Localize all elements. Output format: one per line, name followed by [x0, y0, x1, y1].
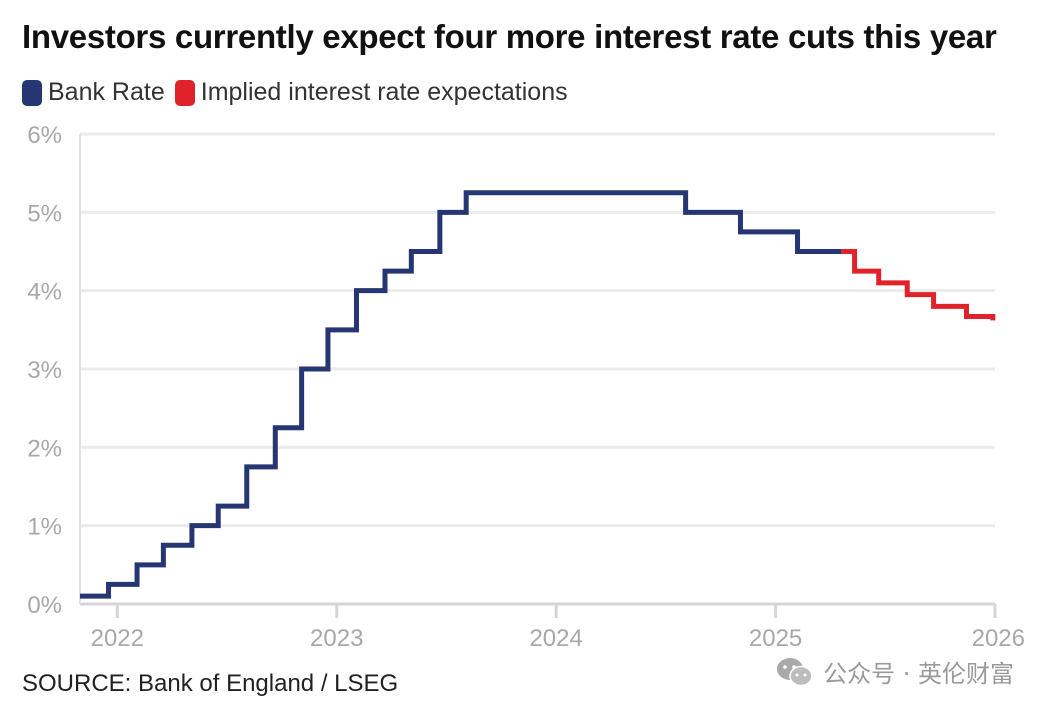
y-axis-labels: 0% 1% 2% 3% 4% 5% 6% [27, 122, 62, 619]
y-tick-label: 2% [27, 435, 62, 462]
x-tick-label: 2023 [310, 625, 363, 652]
y-tick-label: 3% [27, 357, 62, 384]
x-tick-label: 2026 [972, 625, 1025, 652]
legend-item-bank-rate: Bank Rate [22, 78, 165, 107]
y-tick-label: 5% [27, 200, 62, 227]
chart-title: Investors currently expect four more int… [22, 18, 997, 55]
y-tick-label: 1% [27, 514, 62, 541]
series-line-bank-rate [80, 190, 842, 599]
y-tick-label: 6% [27, 122, 62, 149]
x-tick-label: 2024 [529, 625, 582, 652]
gridlines [79, 132, 995, 606]
legend-swatch-bank-rate [22, 79, 42, 106]
chart-legend: Bank Rate Implied interest rate expectat… [22, 78, 578, 107]
source-note: SOURCE: Bank of England / LSEG [22, 670, 399, 697]
legend-item-implied-rate: Implied interest rate expectations [174, 78, 568, 107]
watermark-text: 公众号 · 英伦财富 [823, 660, 1014, 688]
x-axis-labels: 2022 2023 2024 2025 2026 [91, 625, 1025, 652]
watermark: 公众号 · 英伦财富 [775, 654, 1014, 689]
y-tick-label: 4% [27, 279, 62, 306]
legend-label-bank-rate: Bank Rate [48, 78, 165, 106]
series-line-implied-interest-rate-expectations [841, 249, 996, 321]
wechat-icon [777, 657, 813, 686]
legend-swatch-implied-rate [174, 79, 195, 106]
legend-label-implied-rate: Implied interest rate expectations [200, 78, 568, 106]
y-tick-label: 0% [27, 592, 62, 619]
x-tick-label: 2022 [91, 625, 144, 652]
x-axis-ticks [115, 604, 997, 618]
x-tick-label: 2025 [749, 625, 802, 652]
series-lines [80, 190, 996, 599]
